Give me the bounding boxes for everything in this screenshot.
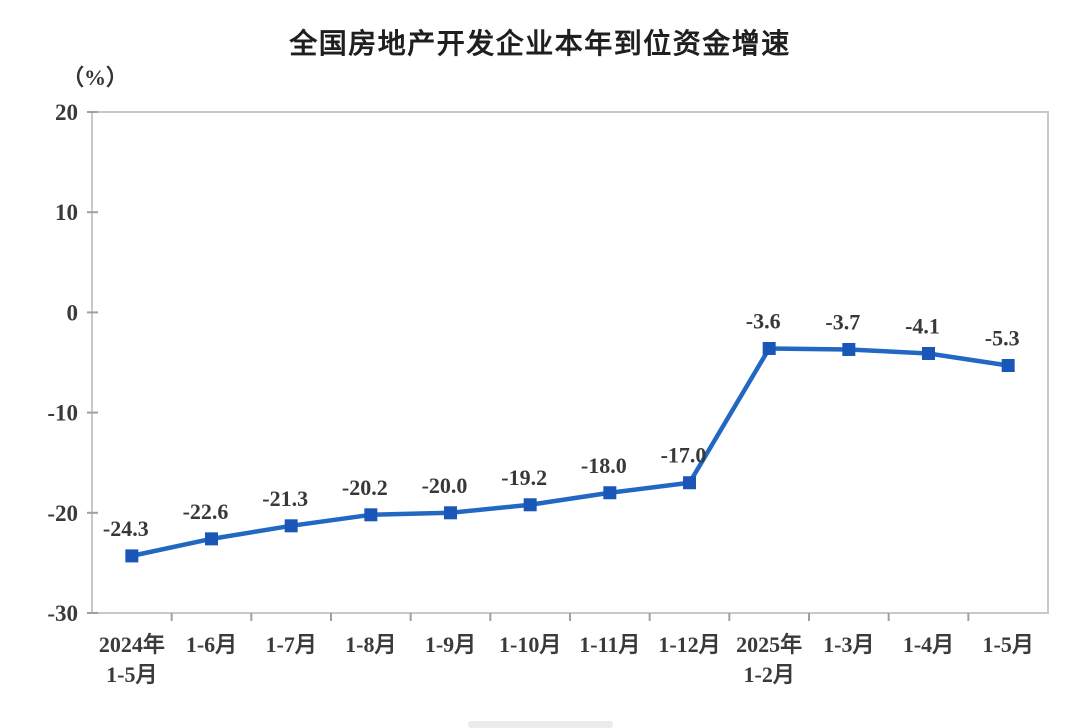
x-axis-tick-label: 1-5月 [983, 632, 1034, 657]
data-point-label: -18.0 [581, 453, 627, 478]
data-point-label: -17.0 [661, 443, 707, 468]
data-point-label: -20.0 [422, 473, 468, 498]
data-point-marker [922, 346, 935, 360]
series-line [129, 346, 1011, 559]
x-axis-tick-label: 1-9月 [425, 632, 476, 657]
x-axis-tick-label: 2025年 1-2月 [736, 632, 802, 687]
chart-title: 全国房地产开发企业本年到位资金增速 [289, 28, 791, 59]
data-point-label: -20.2 [342, 475, 388, 500]
y-axis-tick-label: -10 [47, 401, 78, 426]
y-axis-tick-label: 10 [55, 200, 78, 225]
data-point-marker [842, 342, 856, 356]
data-point-label: -3.7 [825, 309, 860, 334]
y-axis-tick-label: -30 [47, 601, 78, 626]
x-axis-tick-label: 1-12月 [658, 632, 720, 657]
y-axis-tick-label: 20 [55, 100, 78, 125]
x-axis-tick-label: 1-7月 [266, 632, 317, 657]
data-point-label: -22.6 [183, 499, 229, 524]
data-point-label: -24.3 [103, 516, 149, 541]
data-point-marker [284, 519, 298, 533]
data-point-marker [364, 508, 378, 522]
data-point-marker [125, 549, 139, 563]
x-axis-tick-label: 1-10月 [499, 632, 561, 657]
x-axis-tick-label: 1-8月 [345, 632, 396, 657]
y-axis-tick-label: -20 [47, 501, 78, 526]
y-axis-tick-label: 0 [67, 300, 79, 325]
data-point-label: -5.3 [985, 326, 1020, 351]
data-point-label: -4.1 [905, 313, 940, 338]
scrollbar-thumb[interactable] [468, 721, 613, 728]
x-axis-tick-label: 2024年 1-5月 [99, 632, 165, 687]
data-point-marker [444, 506, 457, 520]
data-point-marker [523, 498, 537, 512]
x-axis-tick-label: 1-3月 [823, 632, 874, 657]
data-point-marker [1001, 359, 1015, 373]
plot-area-border [91, 111, 1049, 614]
data-point-marker [205, 532, 218, 546]
data-point-marker [683, 476, 696, 490]
data-point-label: -21.3 [262, 486, 308, 511]
data-point-label: -19.2 [501, 465, 547, 490]
x-axis-tick-label: 1-6月 [186, 632, 237, 657]
y-axis-unit-label: （%） [62, 65, 129, 90]
data-point-label: -3.6 [746, 308, 781, 333]
data-point-marker [762, 341, 776, 355]
x-axis-tick-label: 1-11月 [579, 632, 640, 657]
data-point-marker [603, 486, 617, 500]
x-axis-tick-label: 1-4月 [903, 632, 954, 657]
